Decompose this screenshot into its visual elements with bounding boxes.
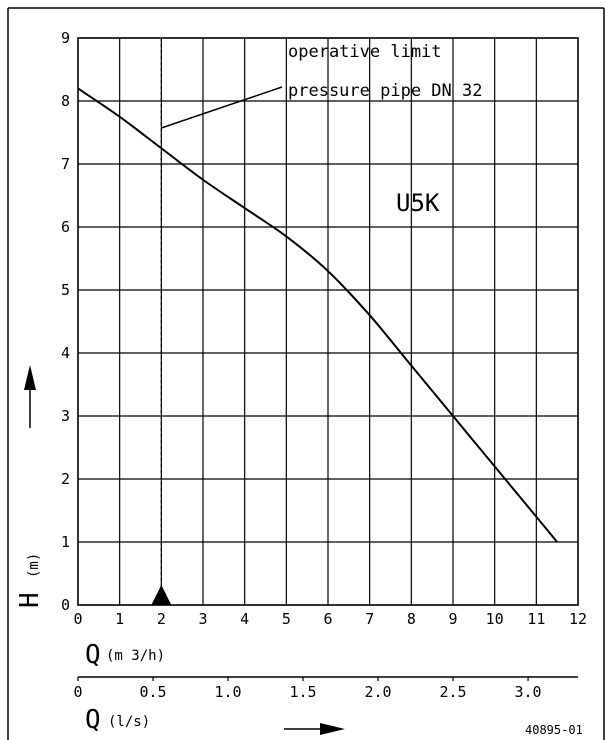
limit-triangle-marker <box>151 585 172 605</box>
annotation-line1: operative limit <box>288 42 442 62</box>
curve-label: U5K <box>396 189 440 217</box>
x-tick-label: 0 <box>73 610 82 628</box>
x2-tick-labels: 0 0.5 1.0 1.5 2.0 2.5 3.0 <box>73 677 542 701</box>
x-tick-label: 11 <box>527 610 545 628</box>
y-axis-arrowhead <box>24 365 36 390</box>
x2-axis-unit: (l/s) <box>108 714 150 730</box>
x2-tick-label: 0.5 <box>139 683 166 701</box>
y-tick-label: 5 <box>61 281 70 299</box>
annotation-leader-line <box>161 86 283 129</box>
x2-tick-label: 3.0 <box>514 683 541 701</box>
x-tick-label: 6 <box>323 610 332 628</box>
x2-tick-label: 2.0 <box>364 683 391 701</box>
x-tick-label: 2 <box>157 610 166 628</box>
x2-axis-symbol: Q <box>85 705 101 735</box>
y-tick-label: 0 <box>61 596 70 614</box>
series-line-U5K <box>77 87 558 543</box>
y-tick-label: 6 <box>61 218 70 236</box>
x-tick-label: 1 <box>115 610 124 628</box>
annotation-line2: pressure pipe DN 32 <box>288 81 482 101</box>
y-axis-unit: (m) <box>26 553 42 578</box>
x-tick-label: 9 <box>448 610 457 628</box>
x-axis-symbol: Q <box>85 640 101 670</box>
y-tick-label: 2 <box>61 470 70 488</box>
grid <box>77 37 579 606</box>
y-axis-label: H (m) <box>15 365 45 608</box>
plot-area-border <box>77 37 579 606</box>
x2-tick-label: 1.0 <box>214 683 241 701</box>
x2-tick-label: 2.5 <box>439 683 466 701</box>
x-tick-label: 5 <box>282 610 291 628</box>
figure-code: 40895-01 <box>525 723 583 737</box>
y-tick-label: 3 <box>61 407 70 425</box>
y-tick-labels: 0 1 2 3 4 5 6 7 8 9 <box>61 29 70 614</box>
x-tick-label: 12 <box>569 610 587 628</box>
y-tick-label: 1 <box>61 533 70 551</box>
y-tick-label: 4 <box>61 344 70 362</box>
x-tick-label: 7 <box>365 610 374 628</box>
y-tick-label: 9 <box>61 29 70 47</box>
x-tick-label: 3 <box>198 610 207 628</box>
x2-tick-label: 0 <box>73 683 82 701</box>
y-tick-label: 7 <box>61 155 70 173</box>
x-tick-labels: 0 1 2 3 4 5 6 7 8 9 10 11 12 <box>73 610 587 628</box>
y-axis-symbol: H <box>15 592 45 608</box>
x-tick-label: 10 <box>486 610 504 628</box>
x-axis-unit: (m 3/h) <box>106 648 165 664</box>
x-tick-label: 8 <box>407 610 416 628</box>
x-tick-label: 4 <box>240 610 249 628</box>
y-tick-label: 8 <box>61 92 70 110</box>
x-axis-arrowhead <box>320 723 345 735</box>
x2-tick-label: 1.5 <box>289 683 316 701</box>
